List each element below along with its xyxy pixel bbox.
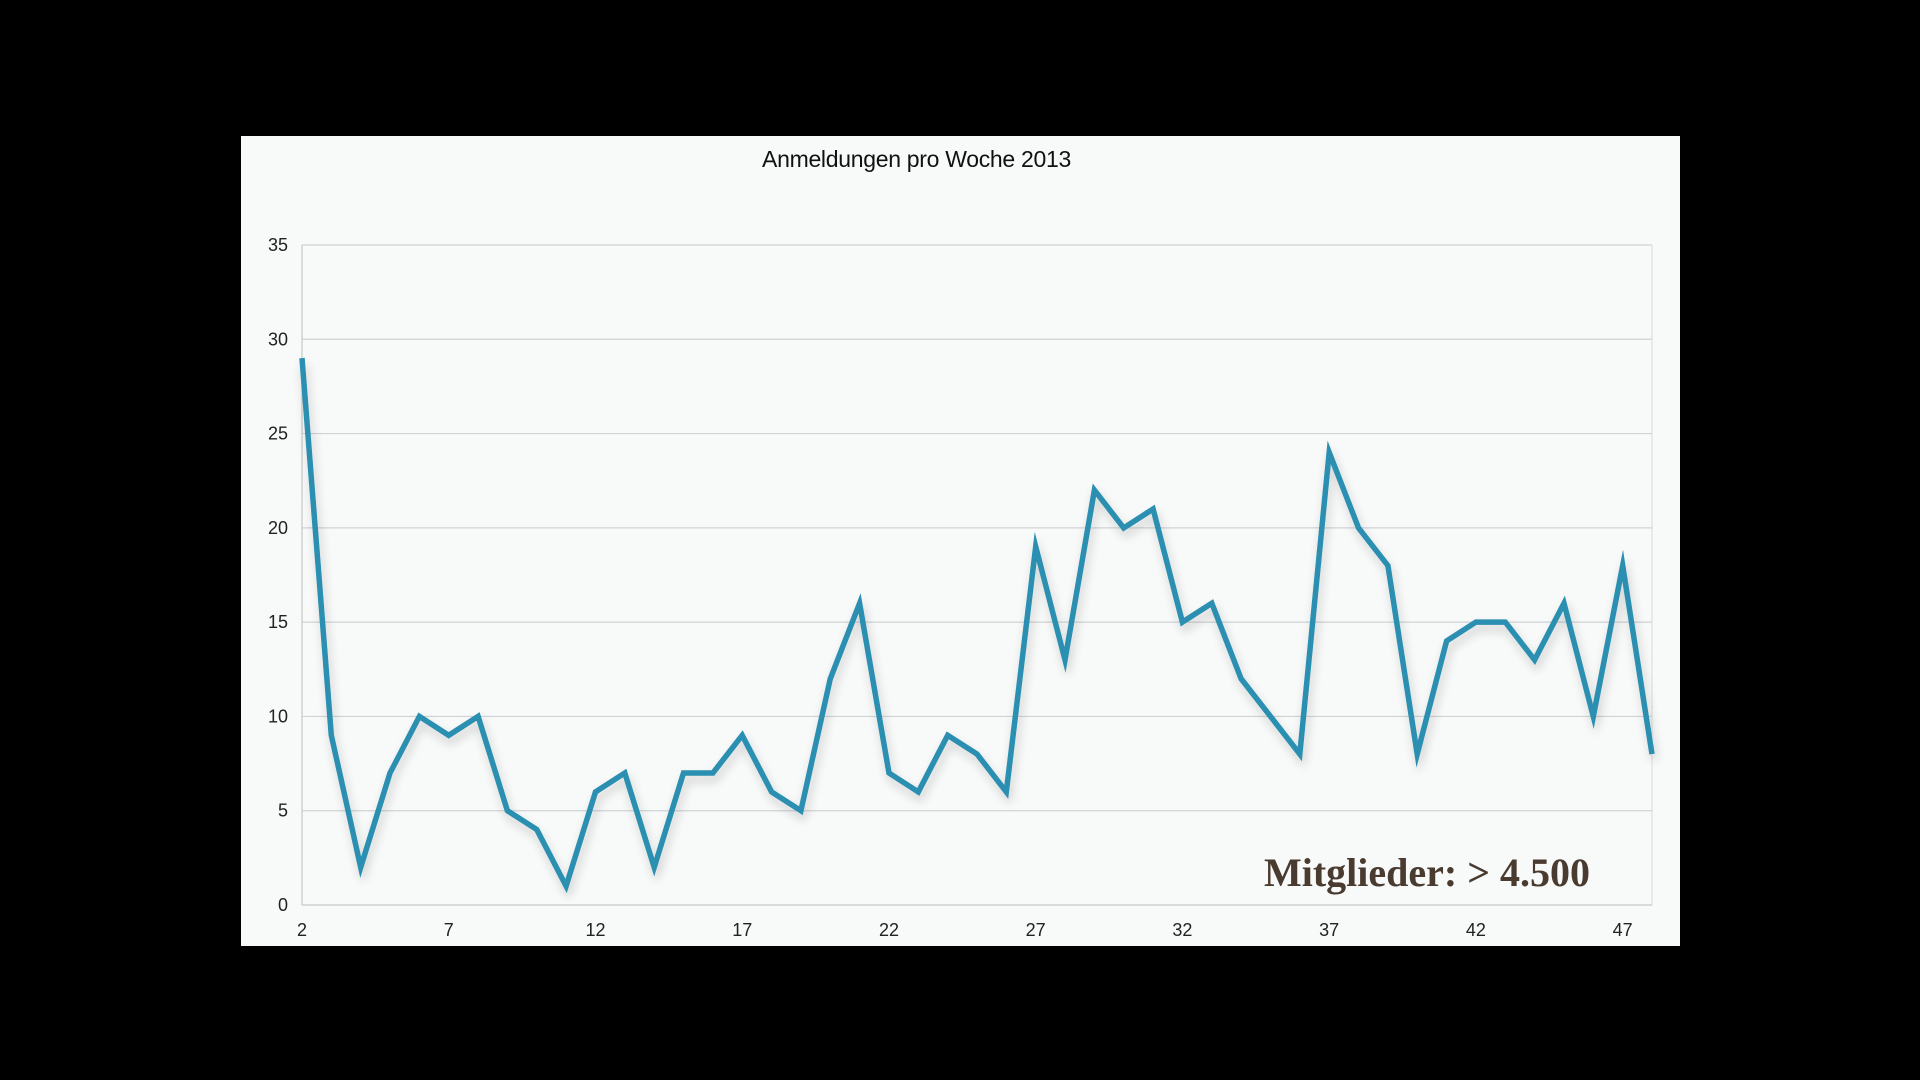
data-point [1356,525,1361,530]
x-tick-label: 12 [585,920,605,940]
data-point [1239,676,1244,681]
x-tick-label: 2 [297,920,307,940]
data-point [1444,639,1449,644]
data-point [1092,488,1097,493]
data-point [769,789,774,794]
data-point [975,752,980,757]
data-point [388,771,393,776]
x-tick-label: 32 [1172,920,1192,940]
data-point [710,771,715,776]
grid-lines [302,244,1652,812]
y-tick-label: 35 [268,235,288,255]
data-point [534,827,539,832]
y-tick-label: 25 [268,424,288,444]
data-point [1180,620,1185,625]
data-point [1033,544,1038,549]
data-point [300,356,305,361]
data-point [593,789,598,794]
data-point [1503,620,1508,625]
data-point [358,865,363,870]
data-point [1561,601,1566,606]
x-tick-label: 47 [1613,920,1633,940]
data-point [1385,563,1390,568]
y-tick-label: 15 [268,612,288,632]
data-point [1209,601,1214,606]
data-point [857,601,862,606]
x-tick-label: 27 [1026,920,1046,940]
series-line-0 [299,357,1655,894]
data-point [828,676,833,681]
data-point [1268,714,1273,719]
data-point [1151,507,1156,512]
data-point [1121,525,1126,530]
data-point [1620,563,1625,568]
data-point [329,733,334,738]
x-tick-label: 42 [1466,920,1486,940]
y-tick-label: 5 [278,801,288,821]
data-point [945,733,950,738]
axes [301,245,1653,906]
data-point [564,884,569,889]
y-tick-label: 0 [278,895,288,915]
x-tick-label: 22 [879,920,899,940]
x-tick-label: 37 [1319,920,1339,940]
data-point [1532,657,1537,662]
y-tick-label: 20 [268,518,288,538]
data-point [505,808,510,813]
data-point [1063,657,1068,662]
data-point [622,771,627,776]
y-tick-label: 10 [268,706,288,726]
data-point [886,771,891,776]
chart-slide: Anmeldungen pro Woche 2013 0 5 10 15 20 25 30 3… [241,136,1680,946]
data-point [446,733,451,738]
data-point [652,865,657,870]
x-tick-label: 17 [732,920,752,940]
data-point [1591,714,1596,719]
data-point [417,714,422,719]
data-point [1004,789,1009,794]
data-point [740,733,745,738]
data-point [1415,752,1420,757]
data-point [1473,620,1478,625]
data-point [916,789,921,794]
data-point [798,808,803,813]
x-tick-label: 7 [444,920,454,940]
y-tick-label: 30 [268,329,288,349]
member-count-annotation: Mitglieder: > 4.500 [1263,850,1590,895]
data-point [1650,752,1655,757]
series-layer [299,356,1655,894]
chart-title: Anmeldungen pro Woche 2013 [762,146,1071,172]
data-point [1327,450,1332,455]
data-point [681,771,686,776]
data-point [476,714,481,719]
data-point [1297,752,1302,757]
